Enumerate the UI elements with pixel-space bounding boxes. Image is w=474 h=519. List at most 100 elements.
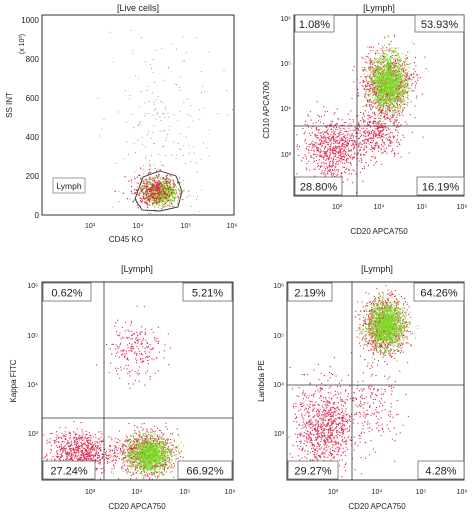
event-dot: [342, 150, 344, 152]
event-dot: [315, 153, 317, 155]
event-dot: [399, 94, 401, 96]
event-dot: [131, 114, 133, 115]
event-dot: [405, 57, 407, 59]
event-dot: [368, 75, 370, 77]
event-dot: [342, 145, 344, 147]
event-dot: [385, 89, 387, 91]
event-dot: [399, 93, 401, 95]
event-dot: [386, 100, 388, 102]
event-dot: [408, 152, 410, 154]
event-dot: [381, 55, 383, 57]
event-dot: [155, 185, 157, 187]
event-dot: [331, 149, 333, 151]
event-dot: [390, 66, 392, 68]
event-dot: [363, 149, 365, 151]
event-dot: [416, 95, 418, 97]
event-dot: [369, 58, 371, 60]
event-dot: [388, 97, 390, 99]
event-dot: [363, 121, 365, 123]
y-axis-label: Kappa FITC: [9, 359, 18, 402]
event-dot: [369, 66, 371, 68]
event-dot: [393, 73, 395, 75]
event-dot: [395, 81, 397, 83]
event-dot: [379, 73, 381, 75]
event-dot: [147, 190, 149, 193]
event-dot: [395, 64, 397, 66]
event-dot: [357, 158, 359, 160]
event-dot: [371, 95, 373, 97]
event-dot: [381, 90, 383, 92]
event-dot: [296, 173, 298, 175]
event-dot: [315, 127, 317, 129]
event-dot: [77, 459, 79, 461]
event-dot: [164, 184, 166, 187]
event-dot: [390, 140, 392, 142]
event-dot: [390, 92, 392, 94]
event-dot: [371, 108, 373, 110]
event-dot: [166, 186, 168, 188]
event-dot: [198, 210, 200, 212]
event-dot: [161, 186, 163, 188]
event-dot: [371, 129, 373, 131]
event-dot: [159, 193, 161, 195]
event-dot: [324, 132, 326, 134]
event-dot: [140, 189, 143, 191]
event-dot: [322, 142, 324, 144]
event-dot: [394, 97, 396, 99]
event-dot: [365, 85, 367, 87]
event-dot: [369, 121, 371, 123]
event-dot: [367, 124, 369, 126]
event-dot: [398, 88, 400, 90]
event-dot: [149, 160, 150, 162]
event-dot: [165, 200, 167, 202]
event-dot: [386, 49, 388, 51]
x-axis-label: CD20 APCA750: [108, 502, 166, 511]
event-dot: [332, 130, 334, 132]
event-dot: [377, 79, 379, 81]
event-dot: [98, 448, 100, 450]
event-dot: [83, 456, 85, 458]
x-tick-label: 10⁵: [180, 489, 191, 496]
event-dot: [155, 201, 157, 203]
event-dot: [155, 193, 157, 195]
event-dot: [354, 129, 356, 131]
event-dot: [130, 182, 132, 184]
event-dot: [172, 191, 174, 193]
event-dot: [163, 201, 166, 203]
event-dot: [172, 184, 175, 186]
event-dot: [336, 136, 338, 138]
event-dot: [368, 88, 370, 90]
event-dot: [383, 116, 385, 118]
event-dot: [386, 152, 388, 154]
event-dot: [141, 181, 143, 182]
event-dot: [381, 103, 383, 105]
event-dot: [130, 190, 132, 192]
event-dot: [394, 63, 396, 65]
event-dot: [158, 174, 159, 176]
event-dot: [377, 68, 379, 70]
event-dot: [399, 61, 401, 63]
event-dot: [345, 141, 347, 143]
event-dot: [370, 68, 372, 70]
event-dot: [139, 192, 141, 194]
event-dot: [378, 146, 380, 148]
event-dot: [387, 35, 389, 37]
event-dot: [333, 134, 335, 136]
event-dot: [320, 166, 322, 168]
event-dot: [152, 194, 154, 196]
event-dot: [391, 62, 393, 64]
event-dot: [163, 180, 165, 182]
event-dot: [156, 114, 158, 115]
event-dot: [410, 74, 412, 76]
event-dot: [146, 202, 148, 204]
event-dot: [156, 202, 159, 204]
event-dot: [319, 151, 321, 153]
event-dot: [158, 188, 160, 191]
event-dot: [405, 76, 407, 78]
event-dot: [321, 172, 323, 174]
event-dot: [375, 142, 377, 144]
event-dot: [388, 94, 390, 96]
event-dot: [381, 45, 383, 47]
event-dot: [372, 122, 374, 124]
event-dot: [372, 137, 374, 139]
